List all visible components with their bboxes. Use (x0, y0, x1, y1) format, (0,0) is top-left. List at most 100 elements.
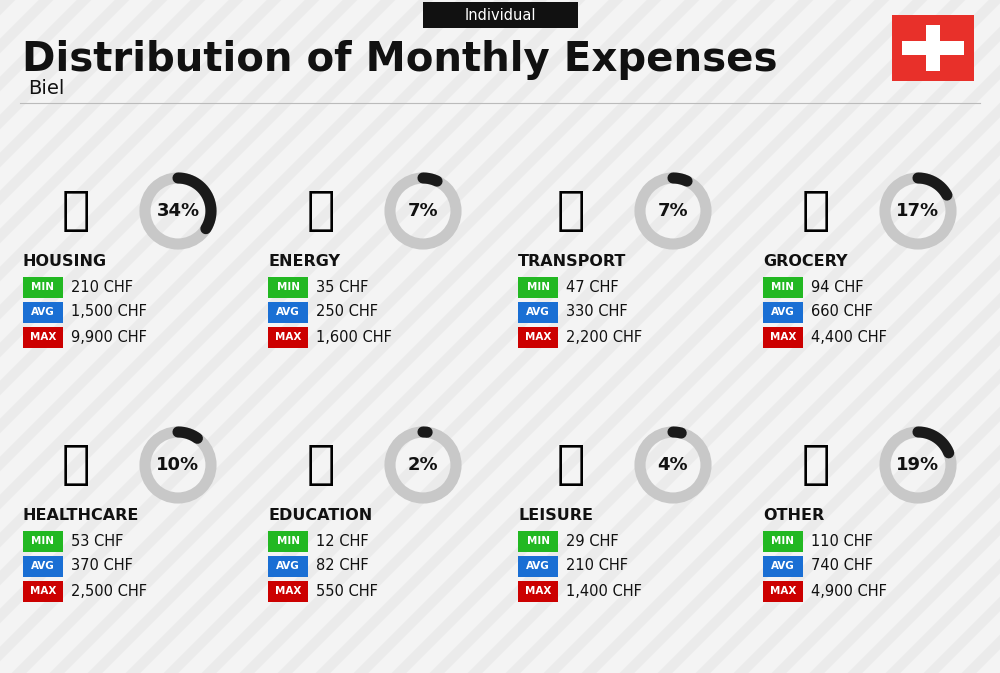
Text: 53 CHF: 53 CHF (71, 534, 123, 548)
Text: MAX: MAX (275, 586, 301, 596)
Text: ENERGY: ENERGY (268, 254, 340, 269)
Text: 550 CHF: 550 CHF (316, 583, 378, 598)
Text: 35 CHF: 35 CHF (316, 279, 368, 295)
Text: LEISURE: LEISURE (518, 507, 593, 522)
Text: MAX: MAX (525, 586, 551, 596)
Text: 4,400 CHF: 4,400 CHF (811, 330, 887, 345)
Text: 250 CHF: 250 CHF (316, 304, 378, 320)
Text: AVG: AVG (526, 307, 550, 317)
Text: AVG: AVG (526, 561, 550, 571)
FancyBboxPatch shape (23, 302, 63, 322)
Text: 34%: 34% (156, 202, 200, 220)
Text: MIN: MIN (276, 536, 300, 546)
Text: HOUSING: HOUSING (23, 254, 107, 269)
Text: 1,400 CHF: 1,400 CHF (566, 583, 642, 598)
FancyBboxPatch shape (23, 581, 63, 602)
Text: MAX: MAX (30, 332, 56, 342)
Text: 29 CHF: 29 CHF (566, 534, 619, 548)
Text: 210 CHF: 210 CHF (71, 279, 133, 295)
Text: 2%: 2% (408, 456, 438, 474)
Text: 740 CHF: 740 CHF (811, 559, 873, 573)
Text: MAX: MAX (275, 332, 301, 342)
Text: 2,200 CHF: 2,200 CHF (566, 330, 642, 345)
Text: Distribution of Monthly Expenses: Distribution of Monthly Expenses (22, 40, 778, 80)
Text: MIN: MIN (772, 282, 794, 292)
FancyBboxPatch shape (268, 530, 308, 551)
FancyBboxPatch shape (268, 302, 308, 322)
Text: 330 CHF: 330 CHF (566, 304, 628, 320)
Text: 4%: 4% (658, 456, 688, 474)
Text: 🚌: 🚌 (557, 188, 585, 234)
Text: 🛍: 🛍 (557, 443, 585, 487)
Text: MAX: MAX (30, 586, 56, 596)
Text: MAX: MAX (770, 586, 796, 596)
Text: 🛒: 🛒 (802, 188, 830, 234)
Text: 10%: 10% (156, 456, 200, 474)
Text: 👜: 👜 (802, 443, 830, 487)
Text: AVG: AVG (31, 561, 55, 571)
Text: 🏢: 🏢 (62, 188, 90, 234)
FancyBboxPatch shape (518, 530, 558, 551)
Text: GROCERY: GROCERY (763, 254, 848, 269)
Text: 💊: 💊 (62, 443, 90, 487)
Text: HEALTHCARE: HEALTHCARE (23, 507, 139, 522)
FancyBboxPatch shape (23, 326, 63, 347)
FancyBboxPatch shape (268, 581, 308, 602)
FancyBboxPatch shape (902, 41, 964, 55)
Text: MIN: MIN (32, 282, 54, 292)
Text: 🎓: 🎓 (307, 443, 335, 487)
Text: AVG: AVG (31, 307, 55, 317)
FancyBboxPatch shape (268, 277, 308, 297)
FancyBboxPatch shape (518, 277, 558, 297)
Text: MIN: MIN (32, 536, 54, 546)
FancyBboxPatch shape (23, 555, 63, 577)
Text: TRANSPORT: TRANSPORT (518, 254, 626, 269)
Text: 19%: 19% (896, 456, 940, 474)
Text: 82 CHF: 82 CHF (316, 559, 369, 573)
Text: MIN: MIN (772, 536, 794, 546)
Text: AVG: AVG (276, 561, 300, 571)
Text: 370 CHF: 370 CHF (71, 559, 133, 573)
Text: AVG: AVG (771, 561, 795, 571)
Text: 7%: 7% (658, 202, 688, 220)
FancyBboxPatch shape (518, 581, 558, 602)
FancyBboxPatch shape (422, 2, 578, 28)
Text: 🔌: 🔌 (307, 188, 335, 234)
Text: EDUCATION: EDUCATION (268, 507, 372, 522)
Text: OTHER: OTHER (763, 507, 824, 522)
Text: Biel: Biel (28, 79, 64, 98)
FancyBboxPatch shape (518, 302, 558, 322)
Text: Individual: Individual (464, 7, 536, 22)
Text: MIN: MIN (526, 536, 550, 546)
FancyBboxPatch shape (763, 302, 803, 322)
Text: 94 CHF: 94 CHF (811, 279, 864, 295)
Text: AVG: AVG (276, 307, 300, 317)
Text: 12 CHF: 12 CHF (316, 534, 369, 548)
Text: AVG: AVG (771, 307, 795, 317)
Text: 7%: 7% (408, 202, 438, 220)
FancyBboxPatch shape (518, 555, 558, 577)
Text: 110 CHF: 110 CHF (811, 534, 873, 548)
Text: MAX: MAX (770, 332, 796, 342)
FancyBboxPatch shape (268, 326, 308, 347)
FancyBboxPatch shape (268, 555, 308, 577)
FancyBboxPatch shape (763, 530, 803, 551)
FancyBboxPatch shape (23, 277, 63, 297)
FancyBboxPatch shape (763, 581, 803, 602)
FancyBboxPatch shape (763, 277, 803, 297)
Text: 4,900 CHF: 4,900 CHF (811, 583, 887, 598)
FancyBboxPatch shape (518, 326, 558, 347)
Text: 17%: 17% (896, 202, 940, 220)
FancyBboxPatch shape (23, 530, 63, 551)
FancyBboxPatch shape (763, 326, 803, 347)
Text: 660 CHF: 660 CHF (811, 304, 873, 320)
Text: 9,900 CHF: 9,900 CHF (71, 330, 147, 345)
Text: 2,500 CHF: 2,500 CHF (71, 583, 147, 598)
FancyBboxPatch shape (892, 15, 974, 81)
Text: 47 CHF: 47 CHF (566, 279, 619, 295)
Text: MIN: MIN (526, 282, 550, 292)
FancyBboxPatch shape (926, 25, 940, 71)
FancyBboxPatch shape (763, 555, 803, 577)
Text: MAX: MAX (525, 332, 551, 342)
Text: 1,600 CHF: 1,600 CHF (316, 330, 392, 345)
